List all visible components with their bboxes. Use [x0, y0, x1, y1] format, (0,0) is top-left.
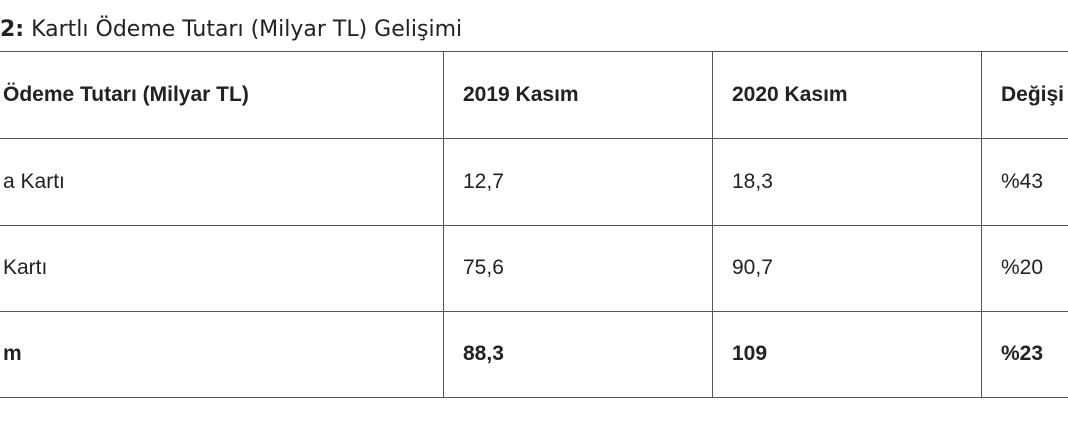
- cell: %20: [1001, 256, 1044, 279]
- table-caption: 2: Kartlı Ödeme Tutarı (Milyar TL) Geliş…: [0, 17, 462, 42]
- cell: a Kartı: [3, 169, 65, 193]
- caption-text: Kartlı Ödeme Tutarı (Milyar TL) Gelişimi: [24, 17, 463, 42]
- cell: m: [3, 342, 22, 365]
- header-cell: Değişi: [1001, 82, 1065, 106]
- cell: Kartı: [3, 256, 48, 279]
- column-rule: [443, 51, 444, 397]
- cell: 12,7: [463, 169, 504, 193]
- cell: 90,7: [732, 256, 773, 279]
- column-rule: [981, 51, 982, 397]
- header-cell: 2019 Kasım: [463, 82, 579, 106]
- rule: [0, 225, 1068, 226]
- header-cell: Ödeme Tutarı (Milyar TL): [3, 82, 249, 106]
- header-cell: 2020 Kasım: [732, 82, 848, 106]
- rule: [0, 51, 1068, 52]
- cell: 88,3: [463, 342, 504, 365]
- rule: [0, 311, 1068, 312]
- rule: [0, 138, 1068, 139]
- cell: %23: [1001, 342, 1044, 365]
- caption-prefix: 2:: [0, 17, 25, 42]
- cell: %43: [1001, 169, 1044, 193]
- cell: 75,6: [463, 256, 504, 279]
- cell: 109: [732, 342, 768, 365]
- rule: [0, 397, 1068, 398]
- column-rule: [712, 51, 713, 397]
- cell: 18,3: [732, 169, 773, 193]
